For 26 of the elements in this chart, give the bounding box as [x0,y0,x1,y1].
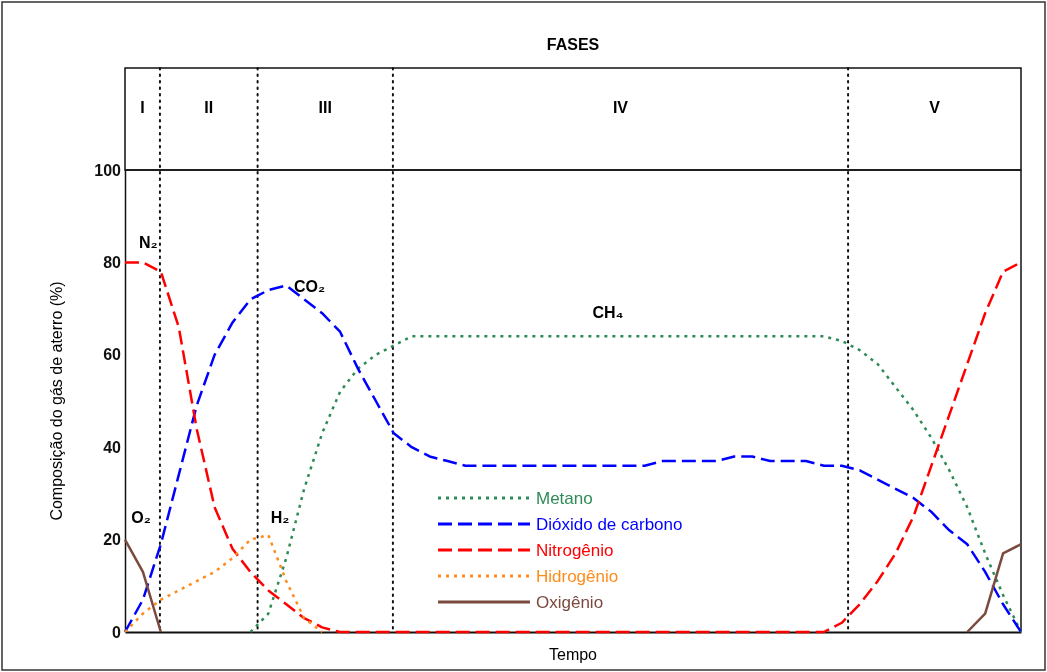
y-tick-label: 100 [94,161,122,179]
annotation: O₂ [131,509,151,526]
chart-title: FASES [546,36,600,53]
y-tick-label: 80 [103,254,122,272]
text: Oxigênio [536,593,604,612]
y-tick-label: 20 [103,531,122,549]
text: Metano [536,489,593,508]
text: II [204,99,214,116]
text: Nitrogênio [536,541,614,560]
annotation: CH₄ [592,304,624,321]
text: Hidrogênio [536,567,619,586]
annotation: N₂ [138,234,158,251]
line-series [249,335,1023,634]
x-axis-title: Tempo [548,646,598,663]
text: III [318,99,332,116]
y-tick-label: 0 [112,623,122,641]
y-tick-label: 60 [103,346,122,364]
y-tick-label: 40 [103,438,122,456]
line-series [123,533,324,634]
text: Dióxido de carbono [536,515,683,534]
text: V [929,99,941,116]
annotation: CO₂ [294,278,326,295]
text: I [140,99,145,116]
text: IV [612,99,629,116]
annotation: H₂ [270,509,290,526]
y-axis-title: Composição do gás de aterro (%) [48,281,65,521]
